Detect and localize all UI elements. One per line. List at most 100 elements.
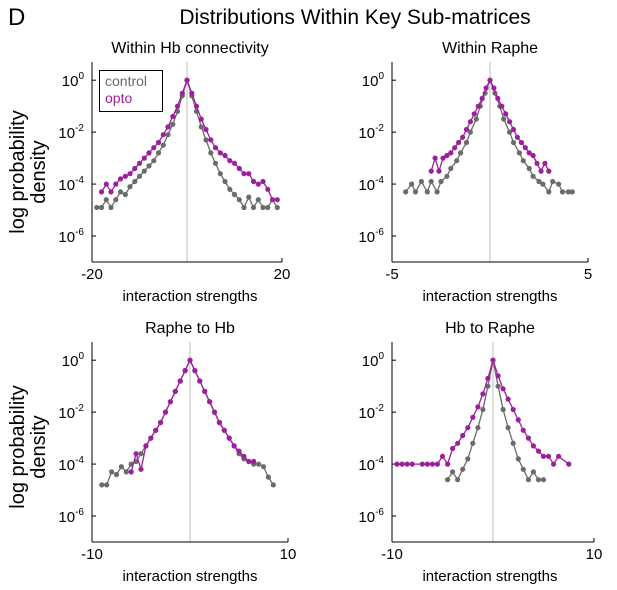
data-point-opto (170, 113, 176, 120)
data-point-control (260, 464, 267, 470)
data-point-opto (542, 160, 548, 166)
data-point-opto (540, 453, 547, 459)
data-point-opto (174, 103, 181, 109)
data-point-opto (221, 427, 227, 433)
data-point-control (556, 181, 562, 187)
data-point-control (108, 204, 114, 211)
data-point-control (540, 181, 546, 187)
data-point-control (109, 469, 115, 475)
data-point-opto (409, 461, 415, 467)
data-point-control (418, 178, 424, 185)
data-point-opto (526, 150, 532, 156)
data-point-opto (158, 419, 164, 426)
data-point-control (256, 461, 262, 467)
data-point-opto (475, 404, 481, 410)
y-tick-label: 100 (62, 71, 85, 90)
data-point-opto (566, 461, 572, 467)
data-point-opto (429, 461, 435, 467)
data-point-control (546, 189, 552, 195)
data-point-opto (211, 409, 218, 415)
series-line-opto (130, 358, 254, 473)
data-point-control (467, 129, 473, 135)
data-point-opto (198, 116, 204, 122)
data-point-control (265, 474, 271, 480)
x-tick-label: 20 (274, 266, 291, 283)
data-point-opto (510, 406, 516, 413)
data-point-control (151, 158, 157, 164)
y-tick-label: 10-4 (358, 175, 384, 194)
data-point-control (117, 189, 124, 195)
data-point-control (260, 204, 266, 211)
data-point-opto (507, 119, 513, 125)
data-point-opto (424, 461, 430, 467)
data-point-opto (444, 152, 450, 159)
data-point-control (505, 425, 511, 431)
data-point-opto (113, 181, 119, 187)
data-point-opto (216, 419, 222, 426)
data-point-opto (490, 357, 496, 363)
data-point-opto (480, 391, 486, 397)
data-point-opto (182, 368, 188, 374)
data-point-control (565, 189, 572, 195)
data-point-opto (495, 95, 501, 101)
data-point-opto (227, 158, 233, 164)
data-point-opto (151, 145, 157, 151)
data-point-control (198, 124, 204, 130)
data-point-control (501, 116, 507, 122)
data-point-control (434, 189, 440, 195)
x-axis-label-hb: interaction strengths (122, 288, 258, 305)
data-point-opto (236, 448, 242, 454)
data-point-opto (520, 427, 526, 433)
data-point-opto (108, 189, 114, 195)
data-point-control (569, 189, 575, 195)
data-point-opto (179, 90, 185, 96)
data-point-control (103, 197, 109, 203)
data-point-opto (485, 375, 491, 381)
data-point-opto (432, 155, 438, 161)
x-tick-label: 5 (584, 266, 592, 283)
data-point-opto (495, 373, 501, 379)
data-point-opto (203, 126, 209, 133)
data-point-control (412, 189, 419, 195)
data-point-control (458, 150, 464, 156)
data-point-opto (487, 77, 493, 83)
data-point-opto (260, 178, 266, 185)
data-point-opto (148, 435, 154, 441)
data-point-opto (434, 461, 440, 467)
x-axis-label-raphe-to-hb: interaction strengths (122, 568, 258, 585)
data-point-control (540, 477, 547, 483)
data-point-control (495, 383, 501, 389)
y-tick-label: 10-2 (358, 403, 384, 422)
data-point-opto (530, 152, 536, 159)
data-point-control (510, 139, 517, 146)
data-point-control (463, 139, 470, 146)
data-point-opto (250, 178, 257, 185)
data-point-opto (460, 134, 466, 140)
data-point-control (559, 189, 566, 195)
x-tick-label: -5 (385, 266, 398, 283)
data-point-control (510, 440, 516, 446)
panel-letter: D (8, 4, 26, 31)
data-point-opto (479, 95, 485, 101)
data-point-opto (197, 378, 203, 384)
data-point-control (473, 116, 479, 122)
data-point-opto (246, 458, 252, 465)
data-point-opto (226, 435, 232, 441)
y-tick-label: 10-6 (58, 227, 84, 246)
plot-title-hb: Within Hb connectivity (111, 40, 269, 57)
y-tick-label: 100 (62, 351, 85, 370)
data-point-opto (127, 171, 133, 177)
data-point-opto (500, 386, 506, 392)
y-tick-label: 10-6 (358, 227, 384, 246)
data-point-opto (440, 155, 446, 161)
y-tick-label: 10-2 (58, 403, 84, 422)
data-point-control (160, 142, 166, 148)
data-point-control (94, 204, 100, 211)
data-point-opto (546, 168, 552, 174)
data-point-opto (404, 461, 410, 467)
data-point-opto (217, 150, 223, 156)
data-point-opto (460, 432, 466, 439)
data-point-control (515, 456, 521, 462)
data-point-opto (141, 155, 147, 161)
data-point-opto (538, 168, 544, 174)
